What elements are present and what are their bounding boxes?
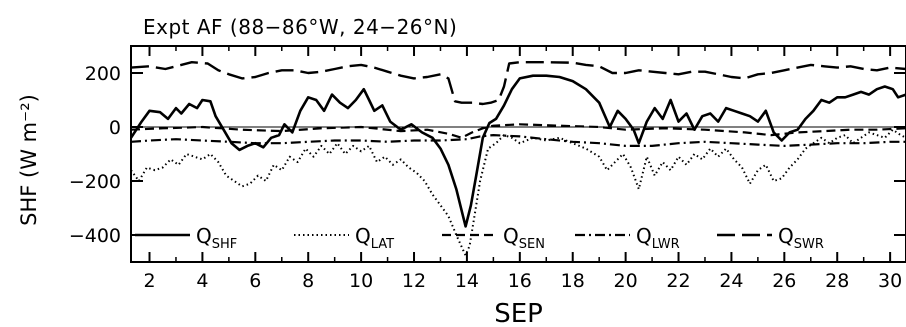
y-tick-label: −200 <box>69 171 121 193</box>
series-line-q-swr <box>130 61 906 106</box>
x-tick-label: 2 <box>143 270 155 292</box>
x-tick-label: 14 <box>455 270 479 292</box>
y-tick-label: 0 <box>109 117 121 139</box>
series-line-q-lat <box>130 128 906 257</box>
x-tick-label: 4 <box>196 270 208 292</box>
legend-label: QSEN <box>503 224 545 252</box>
series-line-q-lwr <box>130 134 906 147</box>
x-axis-label: SEP <box>494 299 543 327</box>
legend-label: QLAT <box>355 224 394 252</box>
legend-item-q-lwr: QLWR <box>575 224 680 252</box>
x-tick-label: 22 <box>666 270 690 292</box>
x-tick-label: 12 <box>402 270 426 292</box>
x-tick-label: 8 <box>302 270 314 292</box>
x-tick-label: 10 <box>349 270 373 292</box>
chart-title: Expt AF (88−86°W, 24−26°N) <box>143 15 457 39</box>
legend-item-q-shf: QSHF <box>135 224 237 252</box>
y-tick-label: 200 <box>85 63 121 85</box>
y-axis-label: SHF (W m⁻²) <box>17 94 41 226</box>
x-tick-label: 26 <box>772 270 796 292</box>
x-tick-label: 30 <box>878 270 902 292</box>
x-tick-label: 24 <box>719 270 743 292</box>
x-tick-label: 6 <box>249 270 261 292</box>
plot-frame <box>130 45 906 263</box>
y-tick-label: −400 <box>69 225 121 247</box>
legend-item-q-sen: QSEN <box>442 224 545 252</box>
x-tick-label: 16 <box>508 270 532 292</box>
legend-item-q-swr: QSWR <box>717 224 824 252</box>
legend-label: QLWR <box>636 224 680 252</box>
legend-label: QSWR <box>778 224 824 252</box>
series-line-q-sen <box>130 123 906 139</box>
legend-label: QSHF <box>196 224 237 252</box>
series-line-q-shf <box>129 74 906 228</box>
legend-item-q-lat: QLAT <box>294 224 394 252</box>
x-tick-label: 20 <box>614 270 638 292</box>
x-tick-label: 18 <box>561 270 585 292</box>
x-tick-label: 28 <box>825 270 849 292</box>
